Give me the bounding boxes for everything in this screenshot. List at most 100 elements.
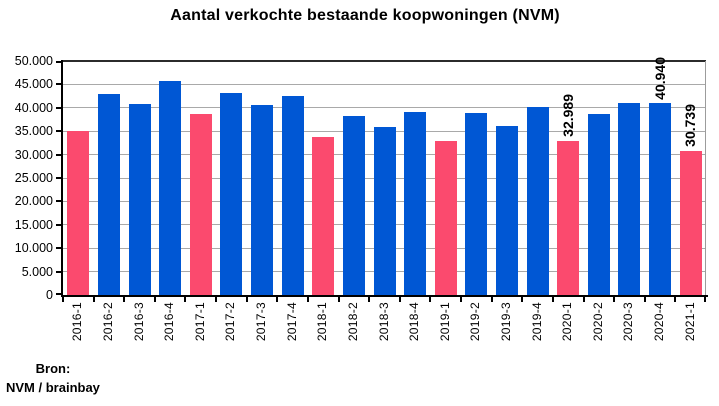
x-tick-mark [123, 295, 126, 302]
x-axis-tick-label: 2018-2 [345, 302, 360, 342]
x-axis-labels: 2016-1 2016-2 2016-3 2016-4 2017-1 2017-2 2017… [63, 302, 706, 360]
bar-2017-2 [220, 93, 243, 295]
y-tick-mark [56, 270, 63, 273]
source-line-2: NVM / brainbay [6, 379, 100, 395]
x-tick-mark [460, 295, 463, 302]
x-axis-tick-label: 2016-2 [100, 302, 115, 342]
y-tick-mark [56, 83, 63, 86]
bar-2016-4 [159, 81, 182, 295]
bar-value-label: 30.739 [682, 104, 699, 148]
x-tick-mark [276, 295, 279, 302]
bar-2016-1 [67, 131, 90, 295]
source-note: Bron: NVM / brainbay [6, 360, 100, 398]
y-axis-tick-label: 25.000 [14, 171, 53, 185]
x-tick-mark [521, 295, 524, 302]
x-tick-mark [398, 295, 401, 302]
bar-2017-4 [281, 96, 304, 295]
bar-2018-2 [342, 115, 365, 295]
y-axis-tick-label: 5.000 [21, 264, 53, 279]
y-tick-mark [56, 177, 63, 179]
x-tick-mark [704, 295, 706, 302]
y-tick-mark [56, 293, 63, 295]
x-axis-tick-label: 2017-1 [192, 302, 207, 342]
x-axis-tick-label: 2020-1 [560, 302, 575, 342]
x-axis-tick-label: 2017-3 [254, 302, 269, 342]
bar-2016-2 [97, 93, 120, 295]
x-tick-mark [674, 295, 677, 302]
x-tick-mark [184, 295, 187, 302]
x-tick-mark [613, 295, 616, 302]
x-axis-tick-label: 2020-3 [621, 302, 636, 342]
y-tick-mark [56, 130, 63, 133]
x-tick-mark [92, 295, 95, 302]
y-axis-tick-label: 40.000 [14, 100, 53, 115]
x-tick-mark [643, 295, 646, 302]
x-axis-tick-label: 2021-1 [682, 302, 697, 342]
y-axis-tick-label: 0 [46, 288, 53, 302]
y-axis-tick-label: 15.000 [14, 217, 53, 232]
x-axis-tick-label: 2017-2 [223, 302, 238, 342]
x-tick-mark [429, 295, 432, 302]
y-axis-tick-label: 20.000 [14, 194, 53, 209]
x-axis-tick-label: 2016-3 [131, 302, 146, 342]
x-tick-mark [306, 295, 309, 302]
x-axis-tick-label: 2019-3 [498, 302, 513, 342]
y-axis-labels: 0 5.000 10.000 15.000 20.000 25.000 30.000 35.0… [0, 55, 53, 301]
y-tick-mark [56, 247, 63, 250]
x-axis-tick-label: 2018-4 [407, 302, 422, 342]
x-axis-tick-label: 2016-4 [162, 302, 177, 342]
plot-border-top [63, 60, 706, 62]
x-axis-tick-label: 2020-2 [590, 302, 605, 342]
bar-2016-3 [128, 104, 151, 295]
x-axis-tick-label: 2018-3 [376, 302, 391, 342]
y-tick-mark [56, 200, 63, 203]
plot-area: 32.989 40.940 30.739 [56, 57, 708, 302]
x-tick-mark [62, 295, 64, 302]
bar-2017-1 [189, 113, 212, 295]
x-tick-mark [245, 295, 248, 302]
x-tick-mark [582, 295, 585, 302]
y-tick-mark [56, 106, 63, 109]
y-axis-tick-label: 45.000 [14, 77, 53, 92]
bar-2019-1 [434, 140, 457, 295]
x-axis-tick-label: 2020-4 [652, 302, 667, 342]
chart-title: Aantal verkochte bestaande koopwoningen … [170, 7, 560, 24]
bar-value-label: 32.989 [559, 93, 576, 137]
y-tick-mark [56, 153, 63, 156]
y-axis-tick-label: 30.000 [14, 147, 53, 162]
gridline [63, 83, 706, 85]
x-tick-mark [215, 295, 218, 302]
plot-border-right [705, 61, 706, 295]
gridline [63, 107, 706, 109]
bar-2019-4 [526, 107, 549, 295]
x-tick-mark [153, 295, 156, 302]
x-tick-mark [368, 295, 371, 302]
y-tick-mark [56, 61, 63, 63]
x-axis-line [61, 295, 708, 297]
x-tick-mark [337, 295, 340, 302]
x-tick-mark [551, 295, 554, 302]
x-axis-tick-label: 2019-1 [437, 302, 452, 342]
y-axis-tick-label: 10.000 [14, 241, 53, 256]
bar-2018-3 [373, 126, 396, 295]
y-axis-tick-label: 35.000 [14, 124, 53, 139]
source-line-1: Bron: [35, 361, 71, 376]
x-axis-tick-label: 2019-4 [529, 302, 544, 342]
bar-2020-4 [649, 103, 672, 295]
bar-value-label: 40.940 [651, 56, 668, 100]
bar-2018-1 [312, 136, 335, 295]
y-axis-tick-label: 50.000 [14, 54, 53, 68]
x-axis-tick-label: 2016-1 [70, 302, 85, 342]
bar-2020-2 [587, 114, 610, 295]
bar-2018-4 [404, 112, 427, 295]
bar-2021-1 [679, 151, 702, 295]
bar-2020-1 [557, 140, 580, 295]
x-axis-tick-label: 2019-2 [468, 302, 483, 342]
y-tick-mark [56, 223, 63, 226]
x-axis-tick-label: 2018-1 [315, 302, 330, 342]
bar-2019-3 [495, 125, 518, 295]
x-tick-mark [490, 295, 493, 302]
bar-2020-3 [618, 102, 641, 295]
bar-2017-3 [251, 105, 274, 295]
